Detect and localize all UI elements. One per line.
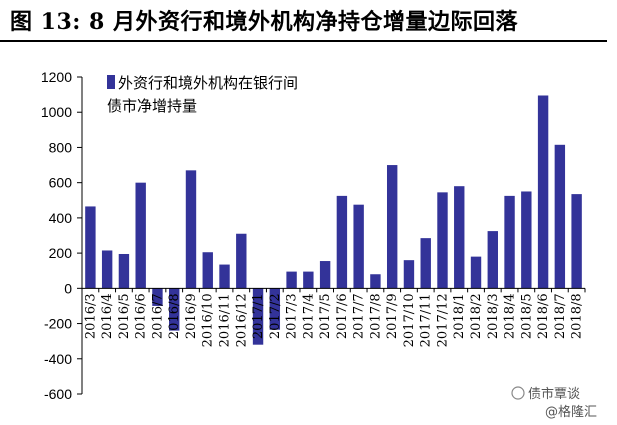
bar — [521, 191, 532, 289]
y-tick-label: 200 — [49, 245, 73, 261]
bar — [454, 186, 465, 289]
x-tick-label: 2017/1 — [251, 293, 266, 339]
bar — [537, 95, 549, 289]
x-tick-label: 2017/10 — [402, 293, 417, 347]
x-tick-label: 2017/5 — [318, 293, 333, 339]
bar — [353, 204, 364, 289]
bar — [185, 170, 197, 289]
y-tick-label: -400 — [44, 351, 72, 367]
y-tick-label: 0 — [64, 280, 72, 296]
bar — [202, 252, 213, 289]
bar — [420, 238, 431, 289]
bars — [82, 95, 586, 345]
x-tick-label: 2016/7 — [150, 293, 165, 339]
bar — [319, 261, 331, 289]
bar — [386, 165, 398, 289]
x-tick-label: 2018/8 — [570, 293, 585, 339]
y-tick-label: 1000 — [41, 104, 72, 120]
x-tick-label: 2018/1 — [452, 293, 467, 339]
bar — [118, 253, 130, 289]
x-tick-label: 2016/9 — [184, 293, 199, 339]
x-axis-labels: 2016/3 2016/4 2016/5 2016/6 2016/7 2016/8 2016… — [83, 293, 584, 347]
bar — [152, 288, 163, 306]
bar — [554, 144, 566, 289]
x-tick-label: 2016/4 — [100, 293, 115, 339]
y-tick-label: -600 — [44, 386, 72, 402]
y-tick-label: 600 — [49, 175, 73, 191]
bar — [269, 288, 281, 330]
bar — [101, 250, 113, 289]
title-rule — [0, 40, 607, 42]
watermark-line-1: 债市覃谈 — [528, 386, 580, 402]
x-tick-label: 2016/12 — [234, 293, 249, 347]
bar — [470, 256, 482, 289]
bar — [286, 271, 297, 289]
y-tick-label: 800 — [49, 139, 73, 155]
bar — [336, 195, 348, 289]
bar — [85, 206, 96, 289]
legend-line-1: 外资行和境外机构在银行间 — [118, 74, 298, 92]
x-tick-label: 2016/8 — [167, 293, 182, 339]
chart-title: 图 13: 8 月外资行和境外机构净持仓增量边际回落 — [10, 9, 519, 35]
bar — [437, 192, 448, 289]
x-tick-label: 2017/3 — [285, 293, 300, 339]
x-tick-label: 2018/6 — [536, 293, 551, 339]
x-tick-label: 2017/6 — [335, 293, 350, 339]
x-tick-label: 2016/10 — [201, 293, 216, 347]
y-tick-label: 400 — [49, 210, 73, 226]
bar — [252, 288, 264, 345]
wechat-icon — [511, 386, 525, 400]
watermark: 债市覃谈 @格隆汇 — [511, 386, 597, 420]
x-tick-label: 2018/2 — [469, 293, 484, 339]
x-tick-label: 2017/12 — [435, 293, 450, 347]
x-tick-label: 2018/3 — [486, 293, 501, 339]
x-tick-label: 2018/4 — [503, 293, 518, 339]
x-tick-label: 2017/9 — [385, 293, 400, 339]
x-tick-label: 2018/7 — [553, 293, 568, 339]
bar — [571, 194, 582, 289]
legend-line-2: 债市净增持量 — [107, 97, 197, 115]
x-tick-label: 2017/11 — [419, 293, 434, 347]
x-tick-label: 2017/7 — [352, 293, 367, 339]
x-tick-label: 2016/6 — [134, 293, 149, 339]
legend: 外资行和境外机构在银行间 债市净增持量 — [107, 74, 298, 115]
x-tick-label: 2016/5 — [117, 293, 132, 339]
x-tick-label: 2018/5 — [519, 293, 534, 339]
legend-swatch — [107, 75, 115, 89]
y-tick-label: 1200 — [41, 69, 72, 85]
bar — [487, 231, 498, 289]
x-tick-label: 2016/3 — [83, 293, 98, 339]
bar — [370, 274, 381, 289]
bar — [236, 233, 247, 289]
bar — [504, 195, 515, 289]
x-tick-label: 2016/11 — [218, 293, 233, 347]
bar — [135, 182, 146, 289]
bar — [303, 271, 314, 289]
bar — [169, 288, 180, 331]
bar — [219, 264, 230, 289]
x-tick-label: 2017/4 — [301, 293, 316, 339]
x-tick-label: 2017/8 — [368, 293, 383, 339]
bar — [403, 260, 415, 289]
watermark-line-2: @格隆汇 — [545, 404, 597, 420]
x-tick-label: 2017/2 — [268, 293, 283, 339]
y-tick-label: -200 — [44, 316, 72, 332]
y-axis: 1200 1000 800 600 400 200 0 -200 -400 -600 — [41, 69, 83, 402]
